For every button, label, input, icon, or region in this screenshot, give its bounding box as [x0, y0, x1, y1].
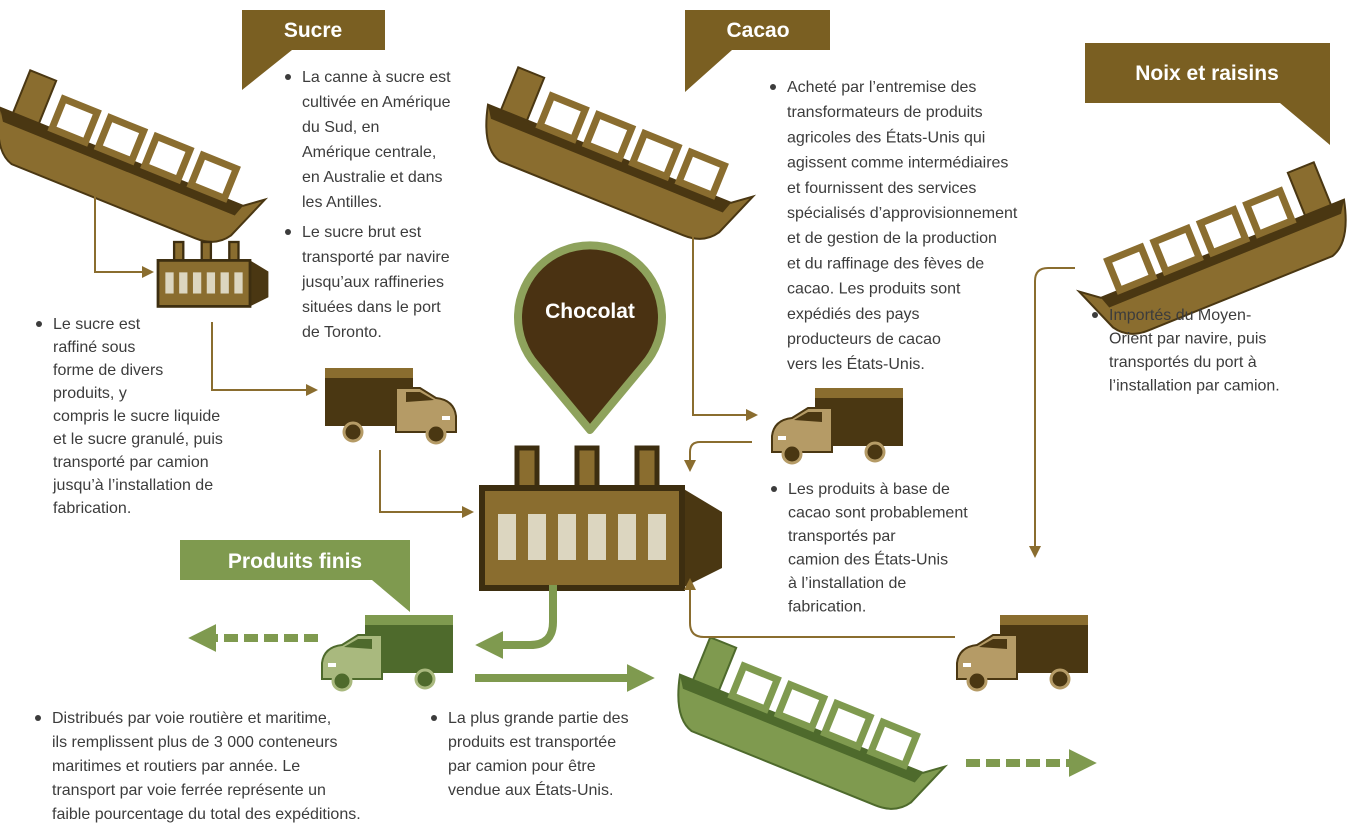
note-line: transporté par navire	[302, 249, 450, 266]
tag-label: Sucre	[284, 19, 342, 42]
note-line: de Toronto.	[302, 324, 382, 341]
note-line: Distribués par voie routière et maritime…	[52, 710, 331, 727]
note-line: transportés du port à	[1109, 354, 1257, 371]
tag	[180, 540, 410, 612]
note-line: forme de divers	[53, 362, 163, 379]
note-line: transporté par camion	[53, 454, 209, 471]
bullet	[771, 486, 777, 492]
note-line: agricoles des États-Unis qui	[787, 127, 985, 146]
ship	[470, 62, 765, 255]
note-line: à l’installation de	[788, 575, 906, 592]
bullet	[285, 229, 291, 235]
note-line: fabrication.	[788, 599, 866, 616]
arrow	[475, 585, 557, 659]
note-line: transformateurs de produits	[787, 104, 983, 121]
note-line: produits est transportée	[448, 734, 616, 751]
bullet	[431, 715, 437, 721]
note-line: cacao. Les produits sont	[787, 281, 961, 298]
ship	[662, 632, 957, 825]
note-line: spécialisés d’approvisionnement	[787, 205, 1018, 222]
note-line: producteurs de cacao	[787, 331, 941, 348]
factory	[482, 448, 722, 588]
note-line: cultivée en Amérique	[302, 94, 451, 111]
arrow	[692, 220, 758, 421]
arrow	[684, 441, 752, 472]
truck	[325, 368, 456, 443]
truck	[957, 615, 1088, 690]
note-line: Importés du Moyen-	[1109, 307, 1251, 324]
note-line: les Antilles.	[302, 194, 382, 211]
note-line: Les produits à base de	[788, 481, 950, 498]
note-line: Le sucre est	[53, 316, 141, 333]
note-line: et fournissent des services	[787, 180, 976, 197]
pin	[514, 241, 666, 434]
note-line: vers les États-Unis.	[787, 354, 925, 373]
tag-label: Noix et raisins	[1135, 62, 1279, 85]
note-line: agissent comme intermédiaires	[787, 155, 1008, 172]
note-line: Amérique centrale,	[302, 144, 436, 161]
note-line: ils remplissent plus de 3 000 conteneurs	[52, 734, 338, 751]
note-line: produits, y	[53, 385, 127, 402]
note-line: raffiné sous	[53, 339, 135, 356]
note-line: transport par voie ferrée représente un	[52, 782, 326, 799]
note-line: Acheté par l’entremise des	[787, 79, 976, 96]
tag-label: Produits finis	[228, 550, 362, 573]
note-line: expédiés des pays	[787, 306, 920, 323]
note-line: transportés par	[788, 528, 896, 545]
tag	[685, 10, 830, 92]
note-line: cacao sont probablement	[788, 505, 968, 522]
note-line: compris le sucre liquide	[53, 408, 220, 425]
arrow	[1029, 267, 1075, 558]
note-line: en Australie et dans	[302, 169, 443, 186]
tag	[1085, 43, 1330, 145]
note-line: jusqu’aux raffineries	[301, 274, 444, 291]
arrow	[211, 322, 318, 396]
bullet	[36, 321, 42, 327]
note-line: du Sud, en	[302, 119, 379, 136]
notes: La canne à sucre est cultivée en Amérique…	[35, 69, 1280, 823]
bullet	[1092, 312, 1098, 318]
note-line: La plus grande partie des	[448, 710, 629, 727]
note-line: Orient par navire, puis	[1109, 331, 1266, 348]
arrow	[94, 185, 154, 278]
note-line: Le sucre brut est	[302, 224, 422, 241]
note-line: La canne à sucre est	[302, 69, 451, 86]
tag-label: Cacao	[726, 19, 789, 42]
arrow	[379, 450, 474, 518]
note-line: par camion pour être	[448, 758, 596, 775]
factory	[156, 240, 270, 308]
note-line: l’installation par camion.	[1109, 378, 1280, 395]
note-line: et du raffinage des fèves de	[787, 255, 984, 272]
note-line: faible pourcentage du total des expéditi…	[52, 806, 361, 823]
note-line: fabrication.	[53, 500, 131, 517]
pin-label: Chocolat	[545, 300, 635, 323]
note-line: et de gestion de la production	[787, 230, 997, 247]
note-line: maritimes et routiers par année. Le	[52, 758, 300, 775]
truck	[772, 388, 903, 463]
bullet	[285, 74, 291, 80]
note-line: situées dans le port	[302, 299, 441, 316]
note-line: jusqu’à l’installation de	[52, 477, 213, 494]
bullet	[35, 715, 41, 721]
tag	[242, 10, 385, 90]
bullet	[770, 84, 776, 90]
ship	[0, 65, 277, 258]
note-line: camion des États-Unis	[788, 550, 948, 569]
arrow	[684, 578, 955, 638]
note-line: vendue aux États-Unis.	[448, 780, 613, 799]
truck	[322, 615, 453, 690]
note-line: et le sucre granulé, puis	[53, 431, 223, 448]
